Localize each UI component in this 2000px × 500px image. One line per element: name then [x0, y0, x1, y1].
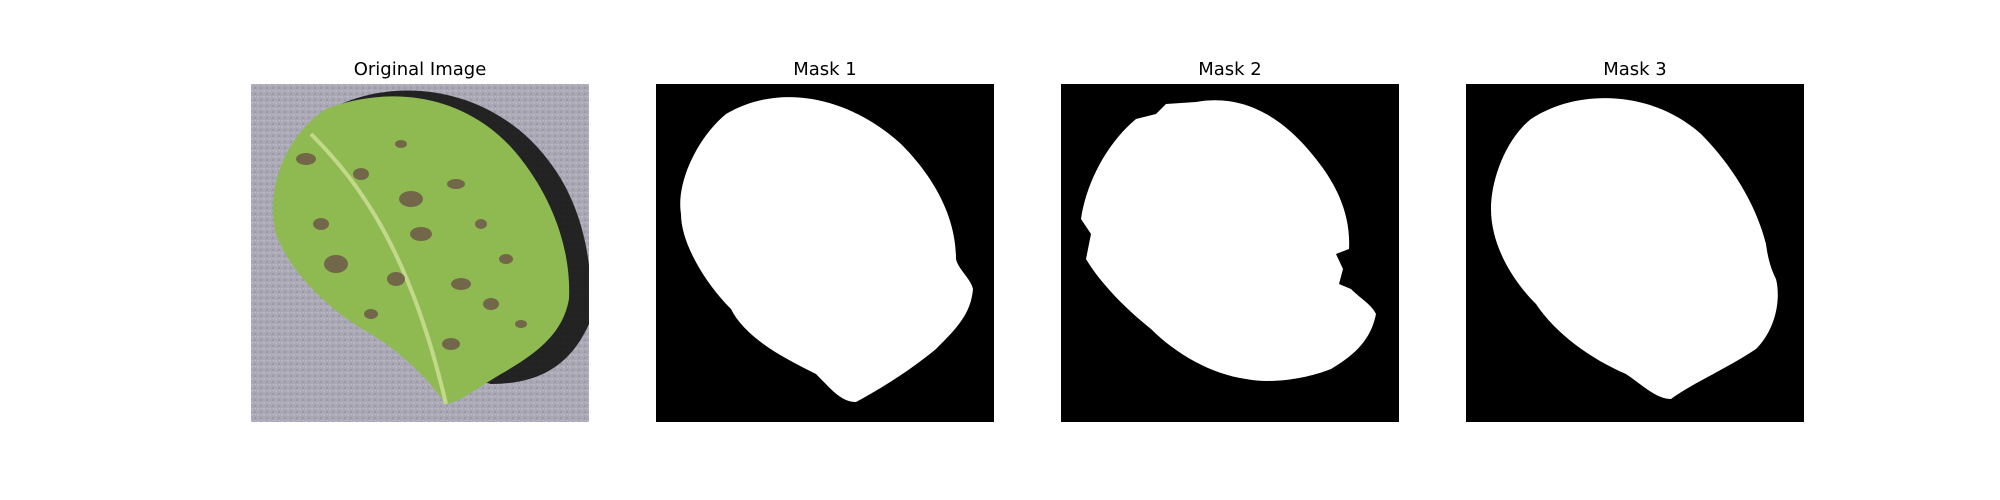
mask-2-image — [1061, 84, 1399, 422]
mask-3-panel: Mask 3 — [1466, 58, 1804, 422]
leaf-lesions — [296, 140, 527, 350]
mask-3-image — [1466, 84, 1804, 422]
panel-title: Mask 1 — [793, 59, 857, 80]
mask-1-panel: Mask 1 — [656, 58, 994, 422]
panel-title: Original Image — [353, 59, 487, 80]
mask-foreground — [1081, 100, 1376, 381]
panel-title: Mask 3 — [1603, 59, 1667, 80]
mask-foreground — [1491, 98, 1778, 399]
original-leaf-image — [251, 84, 589, 422]
leaf-midrib — [309, 132, 448, 405]
mask-2-panel: Mask 2 — [1061, 58, 1399, 422]
mask-foreground — [680, 97, 973, 402]
panel-title: Mask 2 — [1198, 59, 1262, 80]
mask-1-image — [656, 84, 994, 422]
original-image-panel: Original Image — [251, 58, 589, 422]
